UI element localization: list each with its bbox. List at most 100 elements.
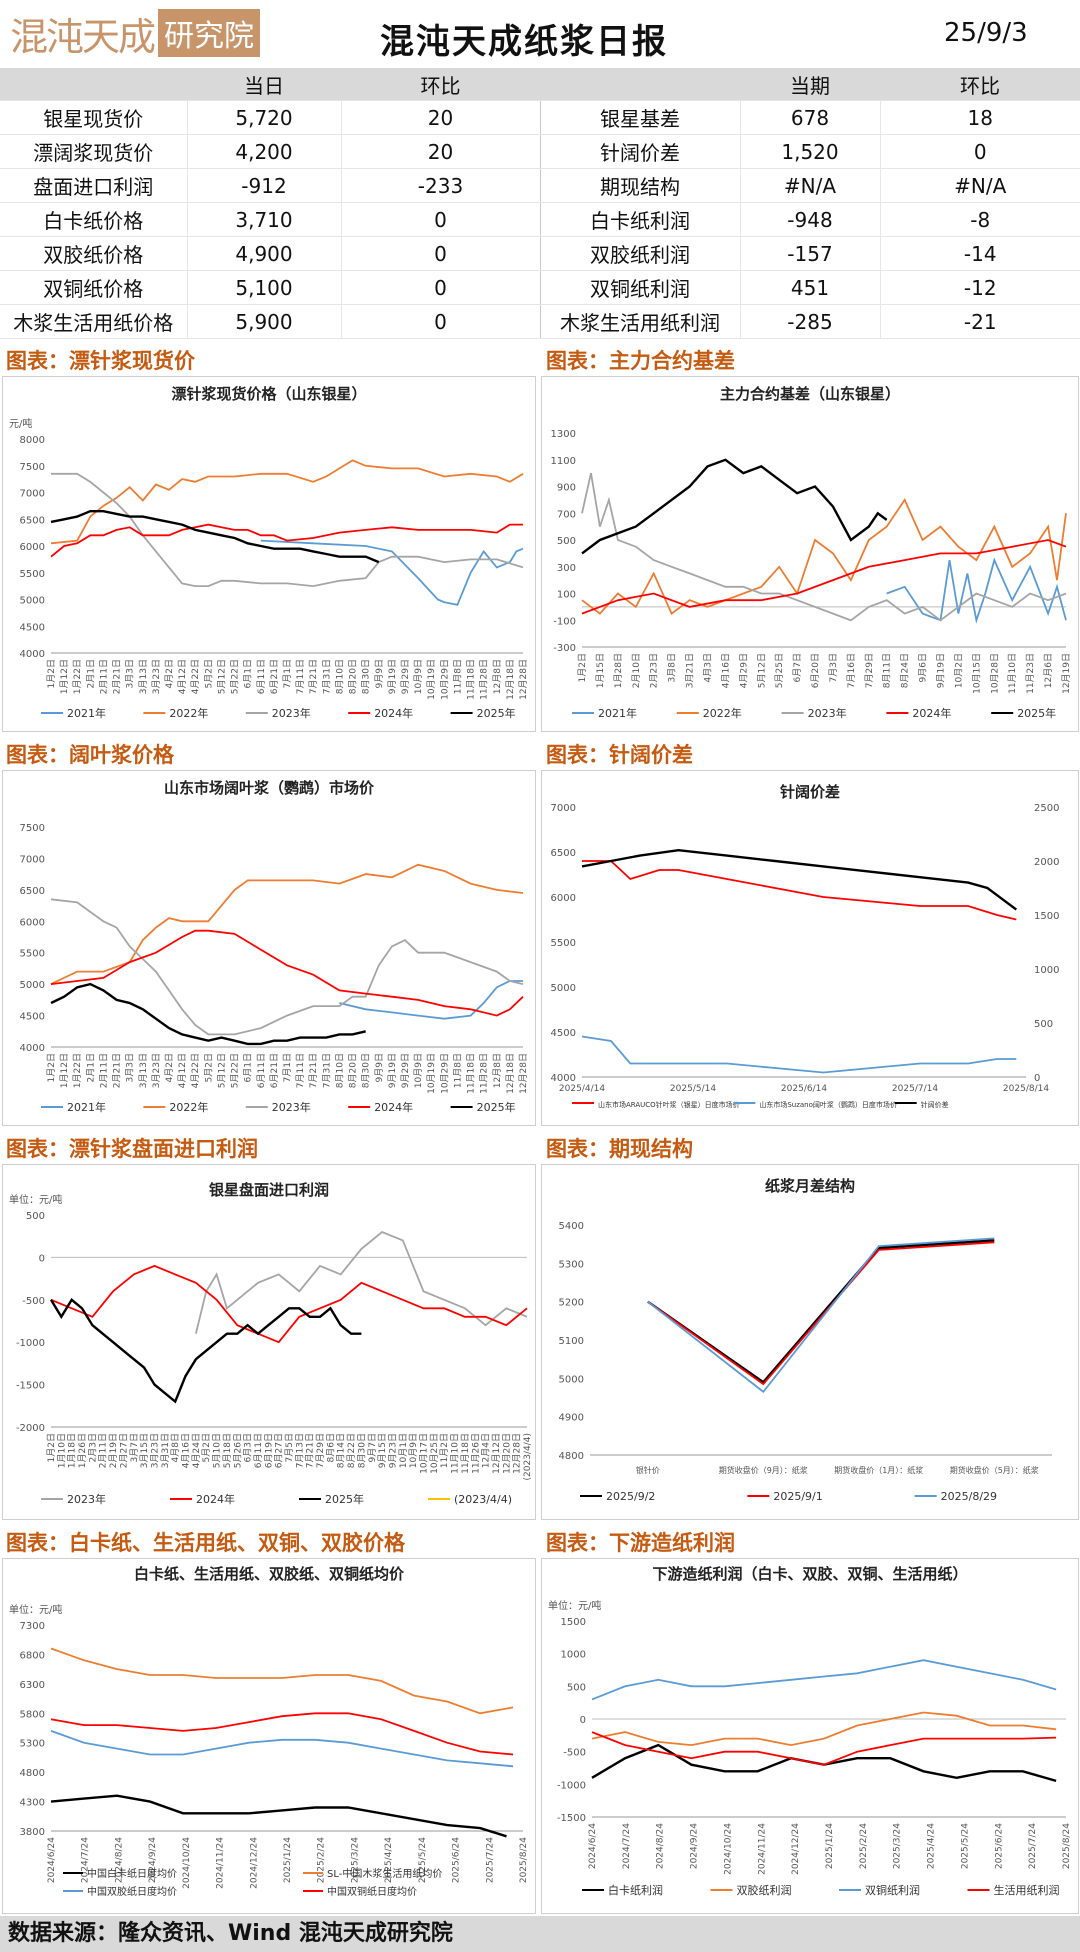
chart-softwood-spot-price: 漂针浆现货价格（山东银星） 元/吨 4000 4500 5000 5500 6000 6500… [9, 385, 529, 720]
x-tick-label: 7月1日 [282, 659, 293, 688]
y-tick-label: -1000 [557, 1780, 586, 1791]
y-tick-label: -2000 [16, 1423, 45, 1434]
y-tick-label: 6000 [20, 542, 45, 553]
x-tick-label: 9月9日 [374, 1053, 385, 1082]
legend-label: (2023/4/4) [454, 1493, 512, 1506]
x-tick-label: 11月10日 [1007, 653, 1018, 694]
x-tick-label: 9月9日 [374, 659, 385, 688]
x-tick-label: 2025/3/24 [893, 1823, 903, 1869]
chart-panel-c7: 白卡纸、生活用纸、双胶纸、双铜纸均价 单位：元/吨 3800 4300 4800 5300… [2, 1558, 536, 1914]
legend-label: 2023年 [272, 1100, 311, 1114]
x-tick-label: 2月27日 [118, 1433, 129, 1468]
chart-panel-c1: 漂针浆现货价格（山东银星） 元/吨 4000 4500 5000 5500 6000 6500… [2, 376, 536, 732]
x-tick-label: 2025/5/24 [418, 1837, 428, 1883]
x-tick-label: 11月10日 [450, 1433, 461, 1474]
table-cell: -157 [739, 236, 880, 271]
series-line-4 [50, 509, 380, 564]
series-line-1 [581, 498, 1067, 615]
x-tick-label: 11月26日 [470, 1433, 481, 1474]
x-tick-label: 6月27日 [274, 1433, 285, 1468]
legend-label: 2024年 [196, 1492, 235, 1506]
x-tick-label: 2025/5/24 [960, 1823, 970, 1869]
legend-label: 双铜纸利润 [865, 1883, 920, 1897]
y-tick-label: 4000 [20, 649, 45, 660]
table-cell: 0 [340, 304, 540, 339]
y-tick-label: 6500 [551, 848, 576, 859]
legend-label: 2022年 [703, 706, 742, 720]
chart-title: 漂针浆现货价格（山东银星） [171, 385, 366, 403]
section-title: 图表：下游造纸利润 [546, 1531, 735, 1555]
chart-panel-c3: 山东市场阔叶浆（鹦鹉）市场价 4000 4500 5000 5500 6000 6500 70… [2, 770, 536, 1126]
x-tick-label: 7月1日 [282, 1053, 293, 1082]
x-tick-label: 7月16日 [846, 653, 857, 688]
logo-box: 研究院 [158, 9, 261, 57]
x-tick-label: 10月29日 [439, 659, 450, 700]
x-tick-label: 1月22日 [72, 1053, 83, 1088]
x-tick-label: 1月26日 [77, 1433, 88, 1468]
x-tick-label: 5月12日 [216, 1053, 227, 1088]
chart-hardwood-price: 山东市场阔叶浆（鹦鹉）市场价 4000 4500 5000 5500 6000 6500 70… [20, 779, 529, 1114]
x-tick-label: 6月21日 [269, 1053, 280, 1088]
section-title: 图表：白卡纸、生活用纸、双铜、双胶价格 [6, 1531, 405, 1555]
x-tick-label: 12月18日 [505, 1053, 516, 1094]
y-tick-label: 4800 [20, 1768, 45, 1779]
y-tick-label: 6300 [20, 1680, 45, 1691]
x-tick-label: 7月3日 [828, 653, 839, 682]
x-tick-label: 10月9日 [413, 1053, 424, 1088]
series-line-2 [581, 472, 1067, 622]
y-tick-label: 4500 [20, 1012, 45, 1023]
y-tick-label: 4000 [551, 1073, 576, 1084]
x-tick-label: 5月2日 [203, 659, 214, 688]
legend-label: 山东市场Suzano阔叶浆（鹦鹉）日度市场价 [759, 1100, 897, 1109]
series-line-1 [50, 1647, 514, 1715]
y2-tick-label: 1000 [1034, 965, 1059, 976]
x-tick-label: 1月22日 [72, 659, 83, 694]
x-tick-label: 12月28日 [518, 1053, 529, 1094]
table-cell: 白卡纸利润 [539, 202, 740, 237]
y-tick-label: 5000 [20, 596, 45, 607]
x-tick-label: 4月22日 [190, 1053, 201, 1088]
table-cell: 双铜纸利润 [539, 270, 740, 305]
x-tick-label: 8月14日 [336, 1433, 347, 1468]
y-tick-label: 5500 [20, 949, 45, 960]
y-tick-label: 1300 [551, 429, 576, 440]
x-tick-label: 6月20日 [810, 653, 821, 688]
table-cell: -8 [879, 202, 1080, 237]
header-cell: 当日 [187, 68, 341, 101]
x-tick-label: 7月29日 [315, 1433, 326, 1468]
x-tick-label: 2024/6/24 [47, 1837, 57, 1883]
y2-tick-label: 500 [1034, 1019, 1053, 1030]
footer: 数据来源：隆众资讯、Wind 混沌天成研究院 [0, 1916, 1080, 1952]
y-axis-label: 元/吨 [9, 417, 32, 430]
x-tick-label: 9月15日 [377, 1433, 388, 1468]
y-tick-label: -1500 [16, 1381, 45, 1392]
legend-label: 2025/8/29 [941, 1490, 997, 1503]
x-tick-label: 2025/1/24 [283, 1837, 293, 1883]
table-cell: 1,520 [739, 134, 880, 169]
x-tick-label: 6月1日 [243, 1053, 254, 1082]
series-line-2 [50, 1730, 514, 1768]
series-line-2 [50, 898, 524, 1036]
legend-label: 2024年 [374, 706, 413, 720]
y-tick-label: 5000 [559, 1374, 584, 1385]
x-tick-label: 2025/4/14 [559, 1084, 605, 1094]
x-tick-label: 11月28日 [479, 659, 490, 700]
table-cell: 20 [340, 100, 540, 135]
section-title: 图表：漂针浆现货价 [6, 349, 195, 373]
series-line-0 [591, 1743, 1057, 1783]
table-cell: 5,900 [186, 304, 341, 339]
x-tick-label: 12月20日 [501, 1433, 512, 1474]
x-tick-label: 8月20日 [348, 659, 359, 694]
y-tick-label: 500 [557, 536, 576, 547]
y-tick-label: 300 [557, 563, 576, 574]
series-line-0 [195, 1230, 528, 1334]
x-tick-label: 2024/8/24 [114, 1837, 124, 1883]
legend-label: 中国双铜纸日度均价 [327, 1885, 417, 1898]
x-tick-label: 6月11日 [253, 1433, 264, 1468]
x-tick-label: 7月21日 [308, 659, 319, 694]
x-tick-label: 2025/6/24 [994, 1823, 1004, 1869]
x-tick-label: 12月4日 [481, 1433, 492, 1468]
x-tick-label: 4月16日 [181, 1433, 192, 1468]
x-tick-label: 5月12日 [216, 659, 227, 694]
